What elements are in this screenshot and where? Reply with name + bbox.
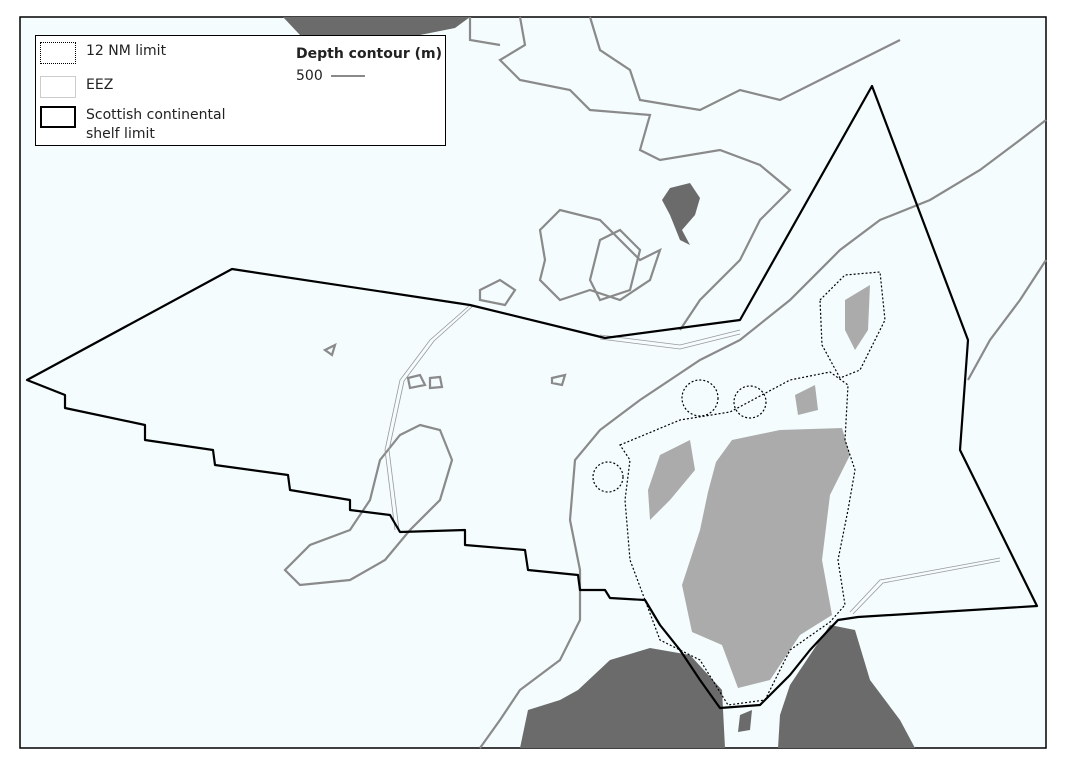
depth-legend: Depth contour (m) 500 [296,46,442,84]
isle-of-man [738,710,752,732]
land-scotland [648,285,870,688]
legend-label: 12 NM limit [86,43,167,59]
faroe-islands [662,183,700,245]
land-north [283,17,470,35]
depth-value: 500 [296,68,323,84]
depth-row: 500 [296,68,442,84]
eez [384,304,1001,615]
land-england [778,625,915,748]
depth-title: Depth contour (m) [296,46,442,62]
depth-symbol [330,75,365,77]
depth-contours [283,16,1047,749]
legend-label: EEZ [86,77,114,93]
legend-item: 12 NM limit [40,42,276,64]
legend-item: EEZ [40,76,276,98]
legend-symbol [40,76,76,98]
legend: 12 NM limit EEZ Scottish continental she… [35,35,446,146]
land-ireland [520,648,725,748]
continental-shelf-limit [25,84,1039,710]
legend-item: Scottish continental shelf limit [40,106,256,144]
twelve-nm-limit [592,271,886,706]
legend-symbol [40,106,76,128]
legend-symbol [40,42,76,64]
legend-label: Scottish continental shelf limit [86,107,226,142]
